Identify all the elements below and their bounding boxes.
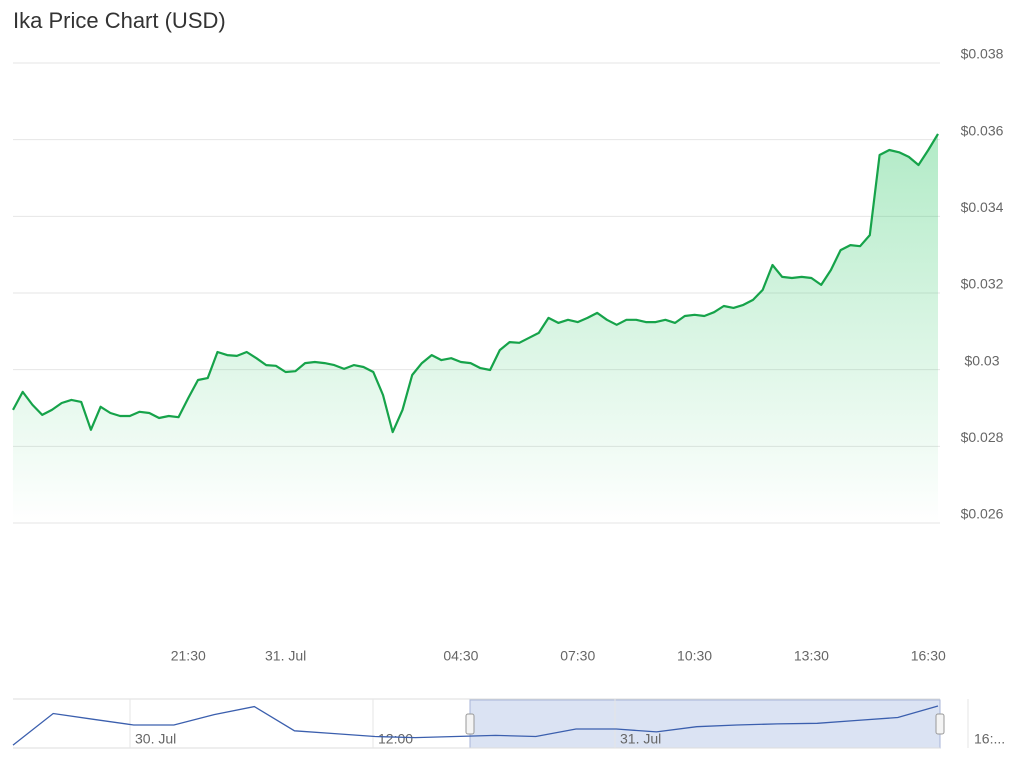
y-tick-label: $0.034 — [961, 199, 1004, 215]
navigator-handle[interactable] — [465, 713, 475, 735]
x-tick-label: 07:30 — [560, 648, 595, 664]
navigator-handle[interactable] — [935, 713, 945, 735]
y-tick-label: $0.032 — [961, 276, 1004, 292]
price-line — [12, 133, 939, 434]
x-tick-label: 16:30 — [911, 648, 946, 664]
x-tick-label: 21:30 — [171, 648, 206, 664]
y-tick-label: $0.028 — [961, 429, 1004, 445]
navigator-selection[interactable] — [469, 699, 941, 749]
navigator-line — [12, 705, 939, 746]
navigator[interactable]: 30. Jul 12:00 31. Jul 16:... — [12, 698, 1005, 749]
navigator-label: 12:00 — [378, 731, 413, 747]
x-tick-label: 10:30 — [677, 648, 712, 664]
y-tick-label: $0.03 — [964, 352, 999, 368]
chart-title: Ika Price Chart (USD) — [13, 8, 226, 33]
navigator-label: 16:... — [974, 731, 1005, 747]
y-tick-label: $0.026 — [961, 506, 1004, 522]
y-tick-label: $0.036 — [961, 122, 1004, 138]
navigator-label: 31. Jul — [620, 731, 661, 747]
navigator-label: 30. Jul — [135, 731, 176, 747]
y-tick-label: $0.038 — [961, 46, 1004, 62]
x-tick-label: 13:30 — [794, 648, 829, 664]
area — [13, 133, 938, 523]
x-tick-label: 31. Jul — [265, 648, 306, 664]
x-tick-label: 04:30 — [443, 648, 478, 664]
